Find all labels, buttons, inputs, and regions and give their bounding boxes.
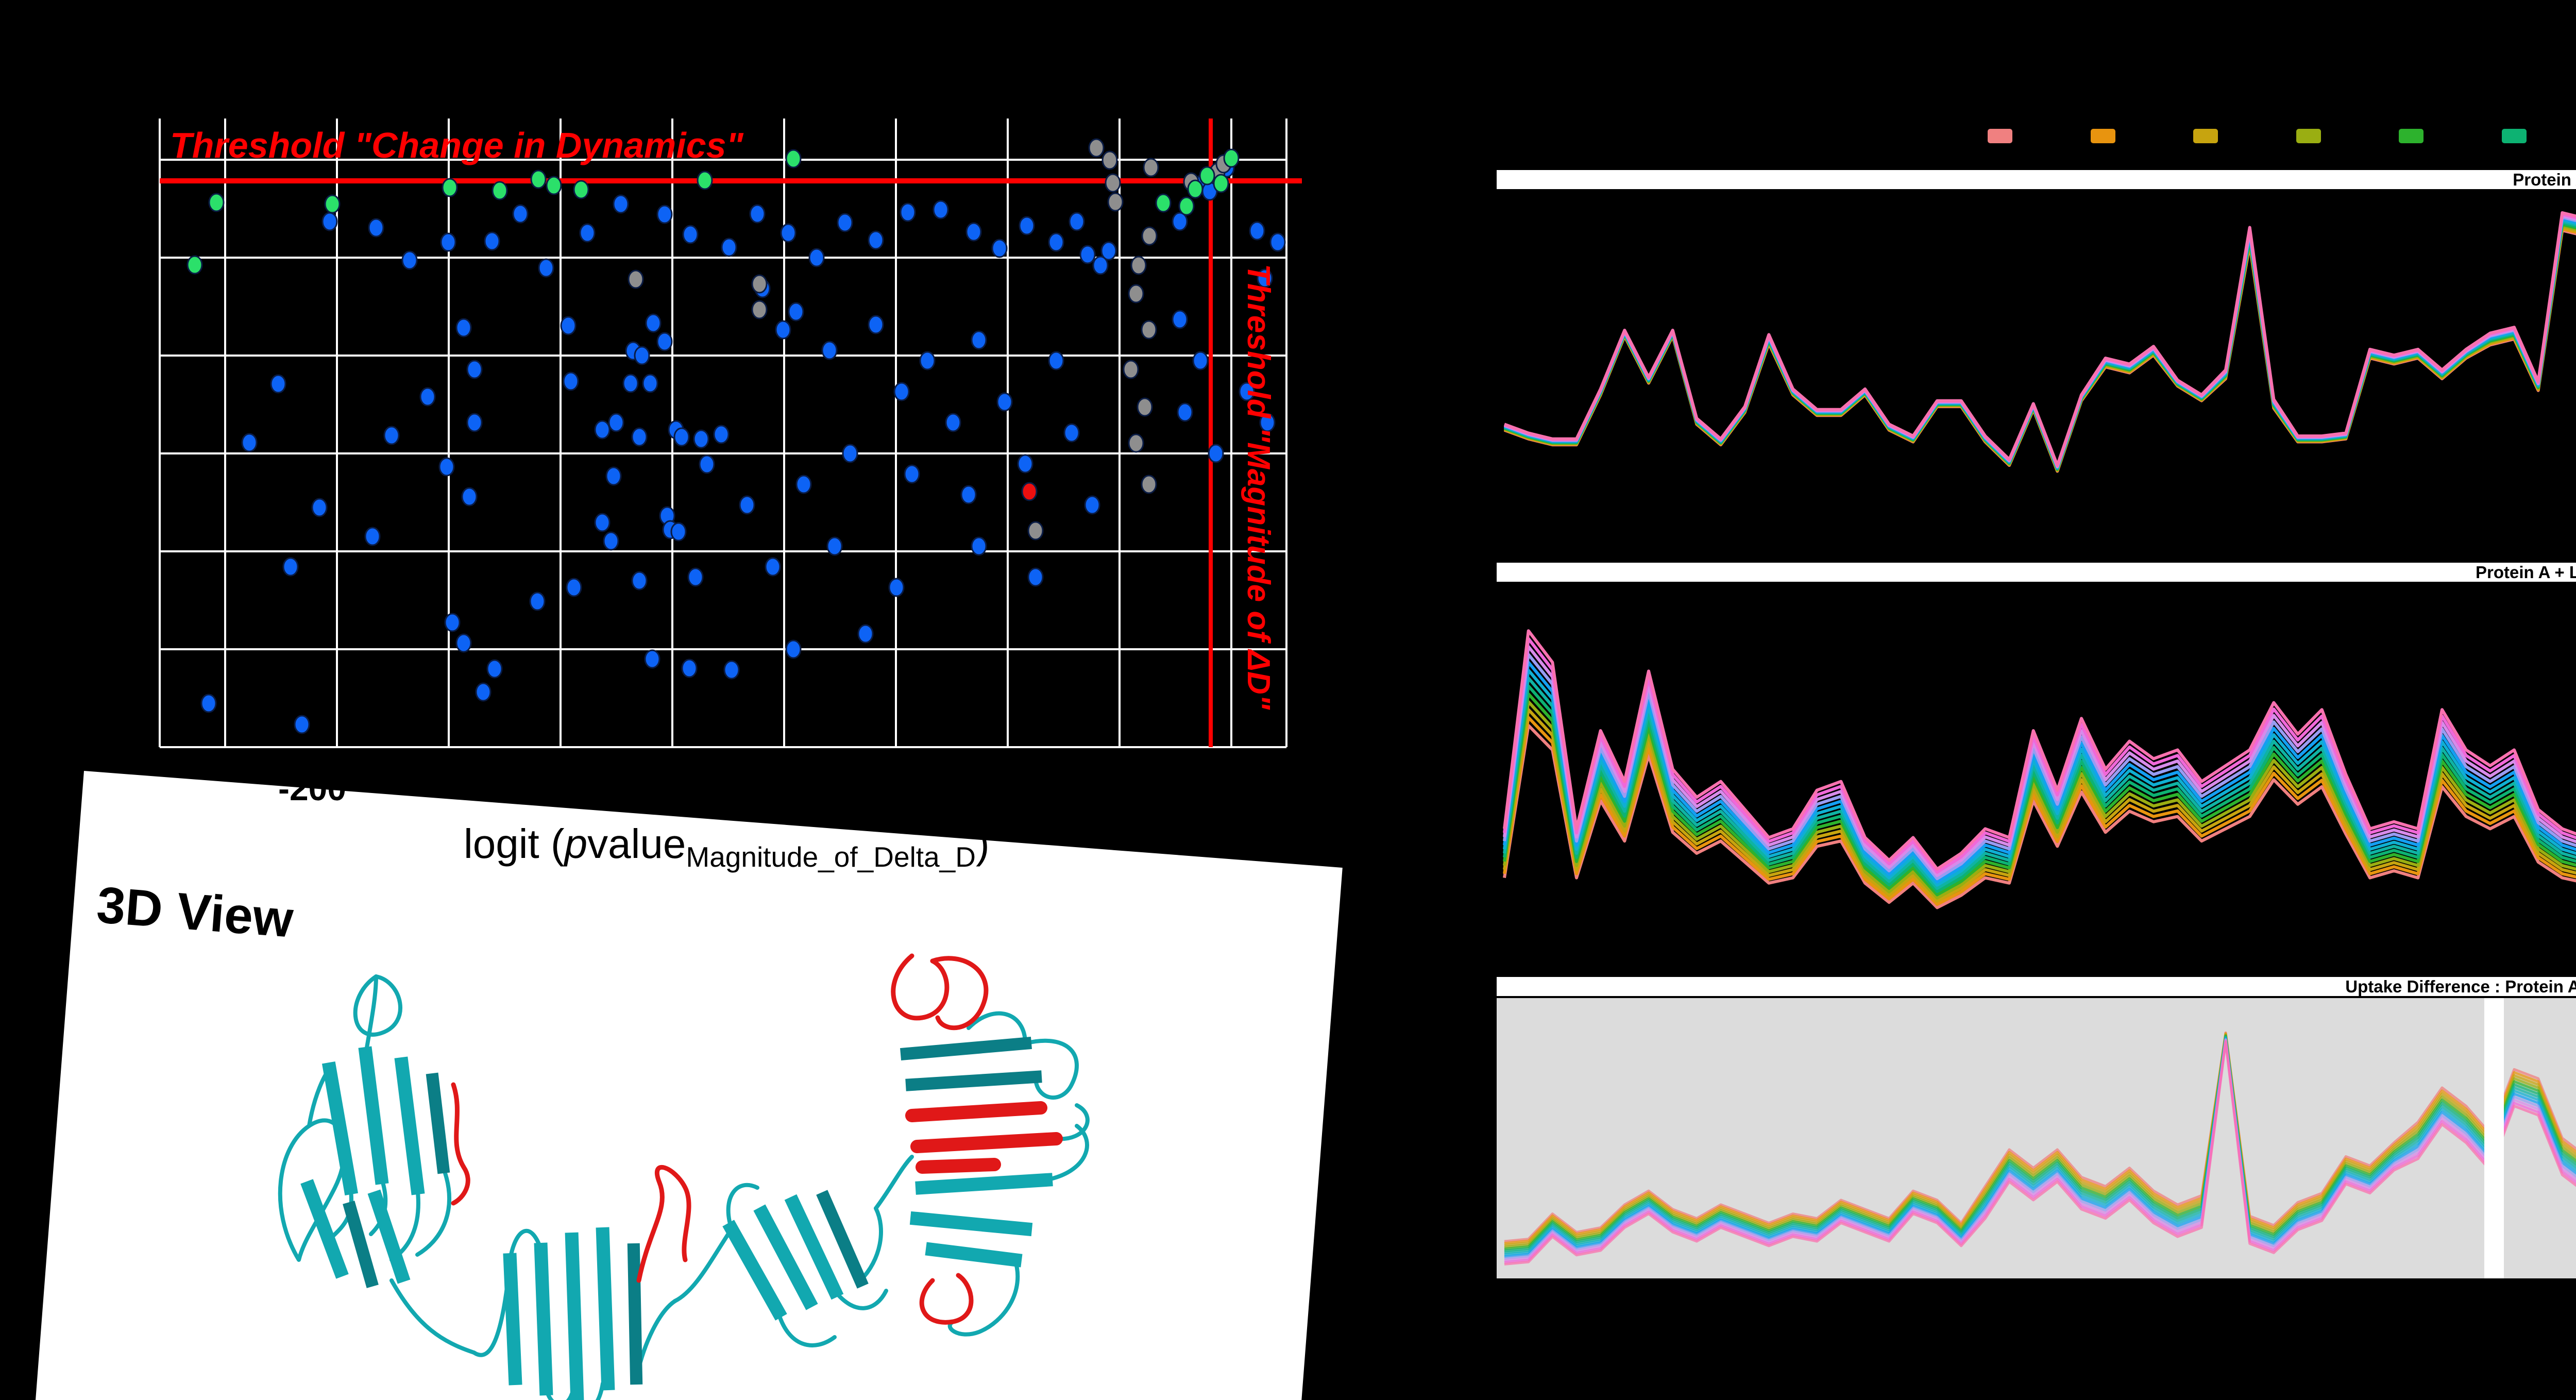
volcano-plot[interactable] xyxy=(149,111,1303,755)
ribbon-teal-strands-shaded xyxy=(343,1037,1042,1385)
legend-swatch[interactable] xyxy=(1988,129,2012,143)
legend-swatch[interactable] xyxy=(2501,129,2527,143)
timepoint-legend xyxy=(1988,129,2576,143)
x-axis-title: logit (pvalueMagnitude_of_Delta_D) xyxy=(464,821,990,873)
x-axis-tick-label-hidden: -100 xyxy=(567,771,635,809)
x-axis-tick-label: -200 xyxy=(278,769,347,807)
lines-uptake-difference xyxy=(1504,1031,2576,1266)
legend-swatch[interactable] xyxy=(2193,129,2218,143)
threshold-magnitude-annotation: Threshold "Magnitude of ΔD" xyxy=(1241,264,1276,710)
panel-title-protein-a-ligand: Protein A + Ligand xyxy=(1497,563,2576,582)
uptake-chart-protein-a-ligand[interactable] xyxy=(1497,582,2576,974)
lines-protein-a-ligand xyxy=(1503,629,2576,909)
threshold-dynamics-annotation: Threshold "Change in Dynamics" xyxy=(170,125,743,165)
legend-swatch[interactable] xyxy=(2399,129,2424,143)
uptake-chart-protein-a[interactable] xyxy=(1497,189,2576,560)
lines-protein-a xyxy=(1503,211,2576,473)
panel-title-uptake-difference: Uptake Difference : Protein A - (Protein… xyxy=(1497,977,2576,998)
ribbon-red-segments xyxy=(451,953,1063,1325)
uptake-difference-chart[interactable] xyxy=(1497,998,2576,1278)
legend-swatch[interactable] xyxy=(2296,129,2321,143)
legend-swatch[interactable] xyxy=(2090,129,2115,143)
ribbon-teal-strands xyxy=(300,1046,1053,1400)
volcano-scatter-points[interactable] xyxy=(187,138,1286,734)
protein-ribbon-viewer[interactable] xyxy=(222,899,1149,1400)
panel-title-protein-a: Protein A xyxy=(1497,170,2576,189)
